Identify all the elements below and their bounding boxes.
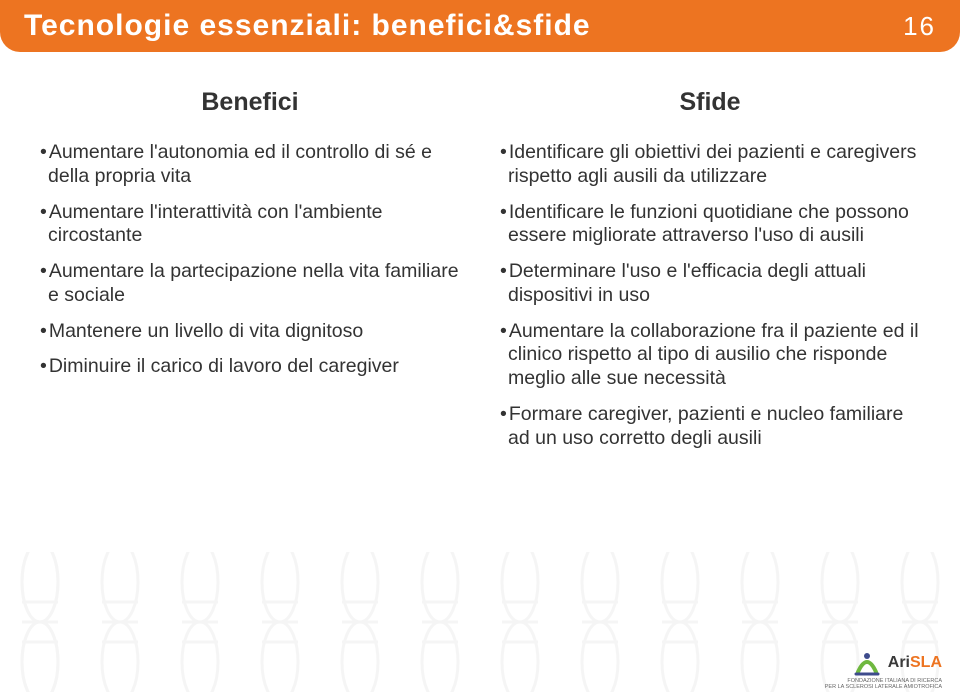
list-item: Diminuire il carico di lavoro del caregi… xyxy=(40,355,460,379)
logo-text-part1: Ari xyxy=(888,654,910,671)
benefits-list: Aumentare l'autonomia ed il controllo di… xyxy=(40,141,460,379)
logo-text: AriSLA xyxy=(888,654,942,672)
logo-text-part2: SLA xyxy=(910,654,942,671)
list-item: Identificare le funzioni quotidiane che … xyxy=(500,201,920,249)
list-item: Determinare l'uso e l'efficacia degli at… xyxy=(500,260,920,308)
list-item: Aumentare l'interattività con l'ambiente… xyxy=(40,201,460,249)
logo: AriSLA xyxy=(852,648,942,678)
dna-background-icon xyxy=(0,552,960,692)
challenges-column: Sfide Identificare gli obiettivi dei paz… xyxy=(500,88,920,463)
logo-subtitle-line2: PER LA SCLEROSI LATERALE AMIOTROFICA xyxy=(825,684,942,690)
challenges-heading: Sfide xyxy=(500,88,920,117)
challenges-list: Identificare gli obiettivi dei pazienti … xyxy=(500,141,920,451)
list-item: Aumentare l'autonomia ed il controllo di… xyxy=(40,141,460,189)
logo-subtitle: FONDAZIONE ITALIANA DI RICERCA PER LA SC… xyxy=(825,678,942,690)
benefits-heading: Benefici xyxy=(40,88,460,117)
list-item: Identificare gli obiettivi dei pazienti … xyxy=(500,141,920,189)
logo-icon xyxy=(852,648,882,678)
list-item: Aumentare la collaborazione fra il pazie… xyxy=(500,320,920,391)
list-item: Formare caregiver, pazienti e nucleo fam… xyxy=(500,403,920,451)
page-number: 16 xyxy=(903,11,936,42)
benefits-column: Benefici Aumentare l'autonomia ed il con… xyxy=(40,88,460,463)
page-title: Tecnologie essenziali: benefici&sfide xyxy=(24,9,903,43)
title-bar: Tecnologie essenziali: benefici&sfide 16 xyxy=(0,0,960,52)
list-item: Aumentare la partecipazione nella vita f… xyxy=(40,260,460,308)
list-item: Mantenere un livello di vita dignitoso xyxy=(40,320,460,344)
content-area: Benefici Aumentare l'autonomia ed il con… xyxy=(40,88,920,463)
